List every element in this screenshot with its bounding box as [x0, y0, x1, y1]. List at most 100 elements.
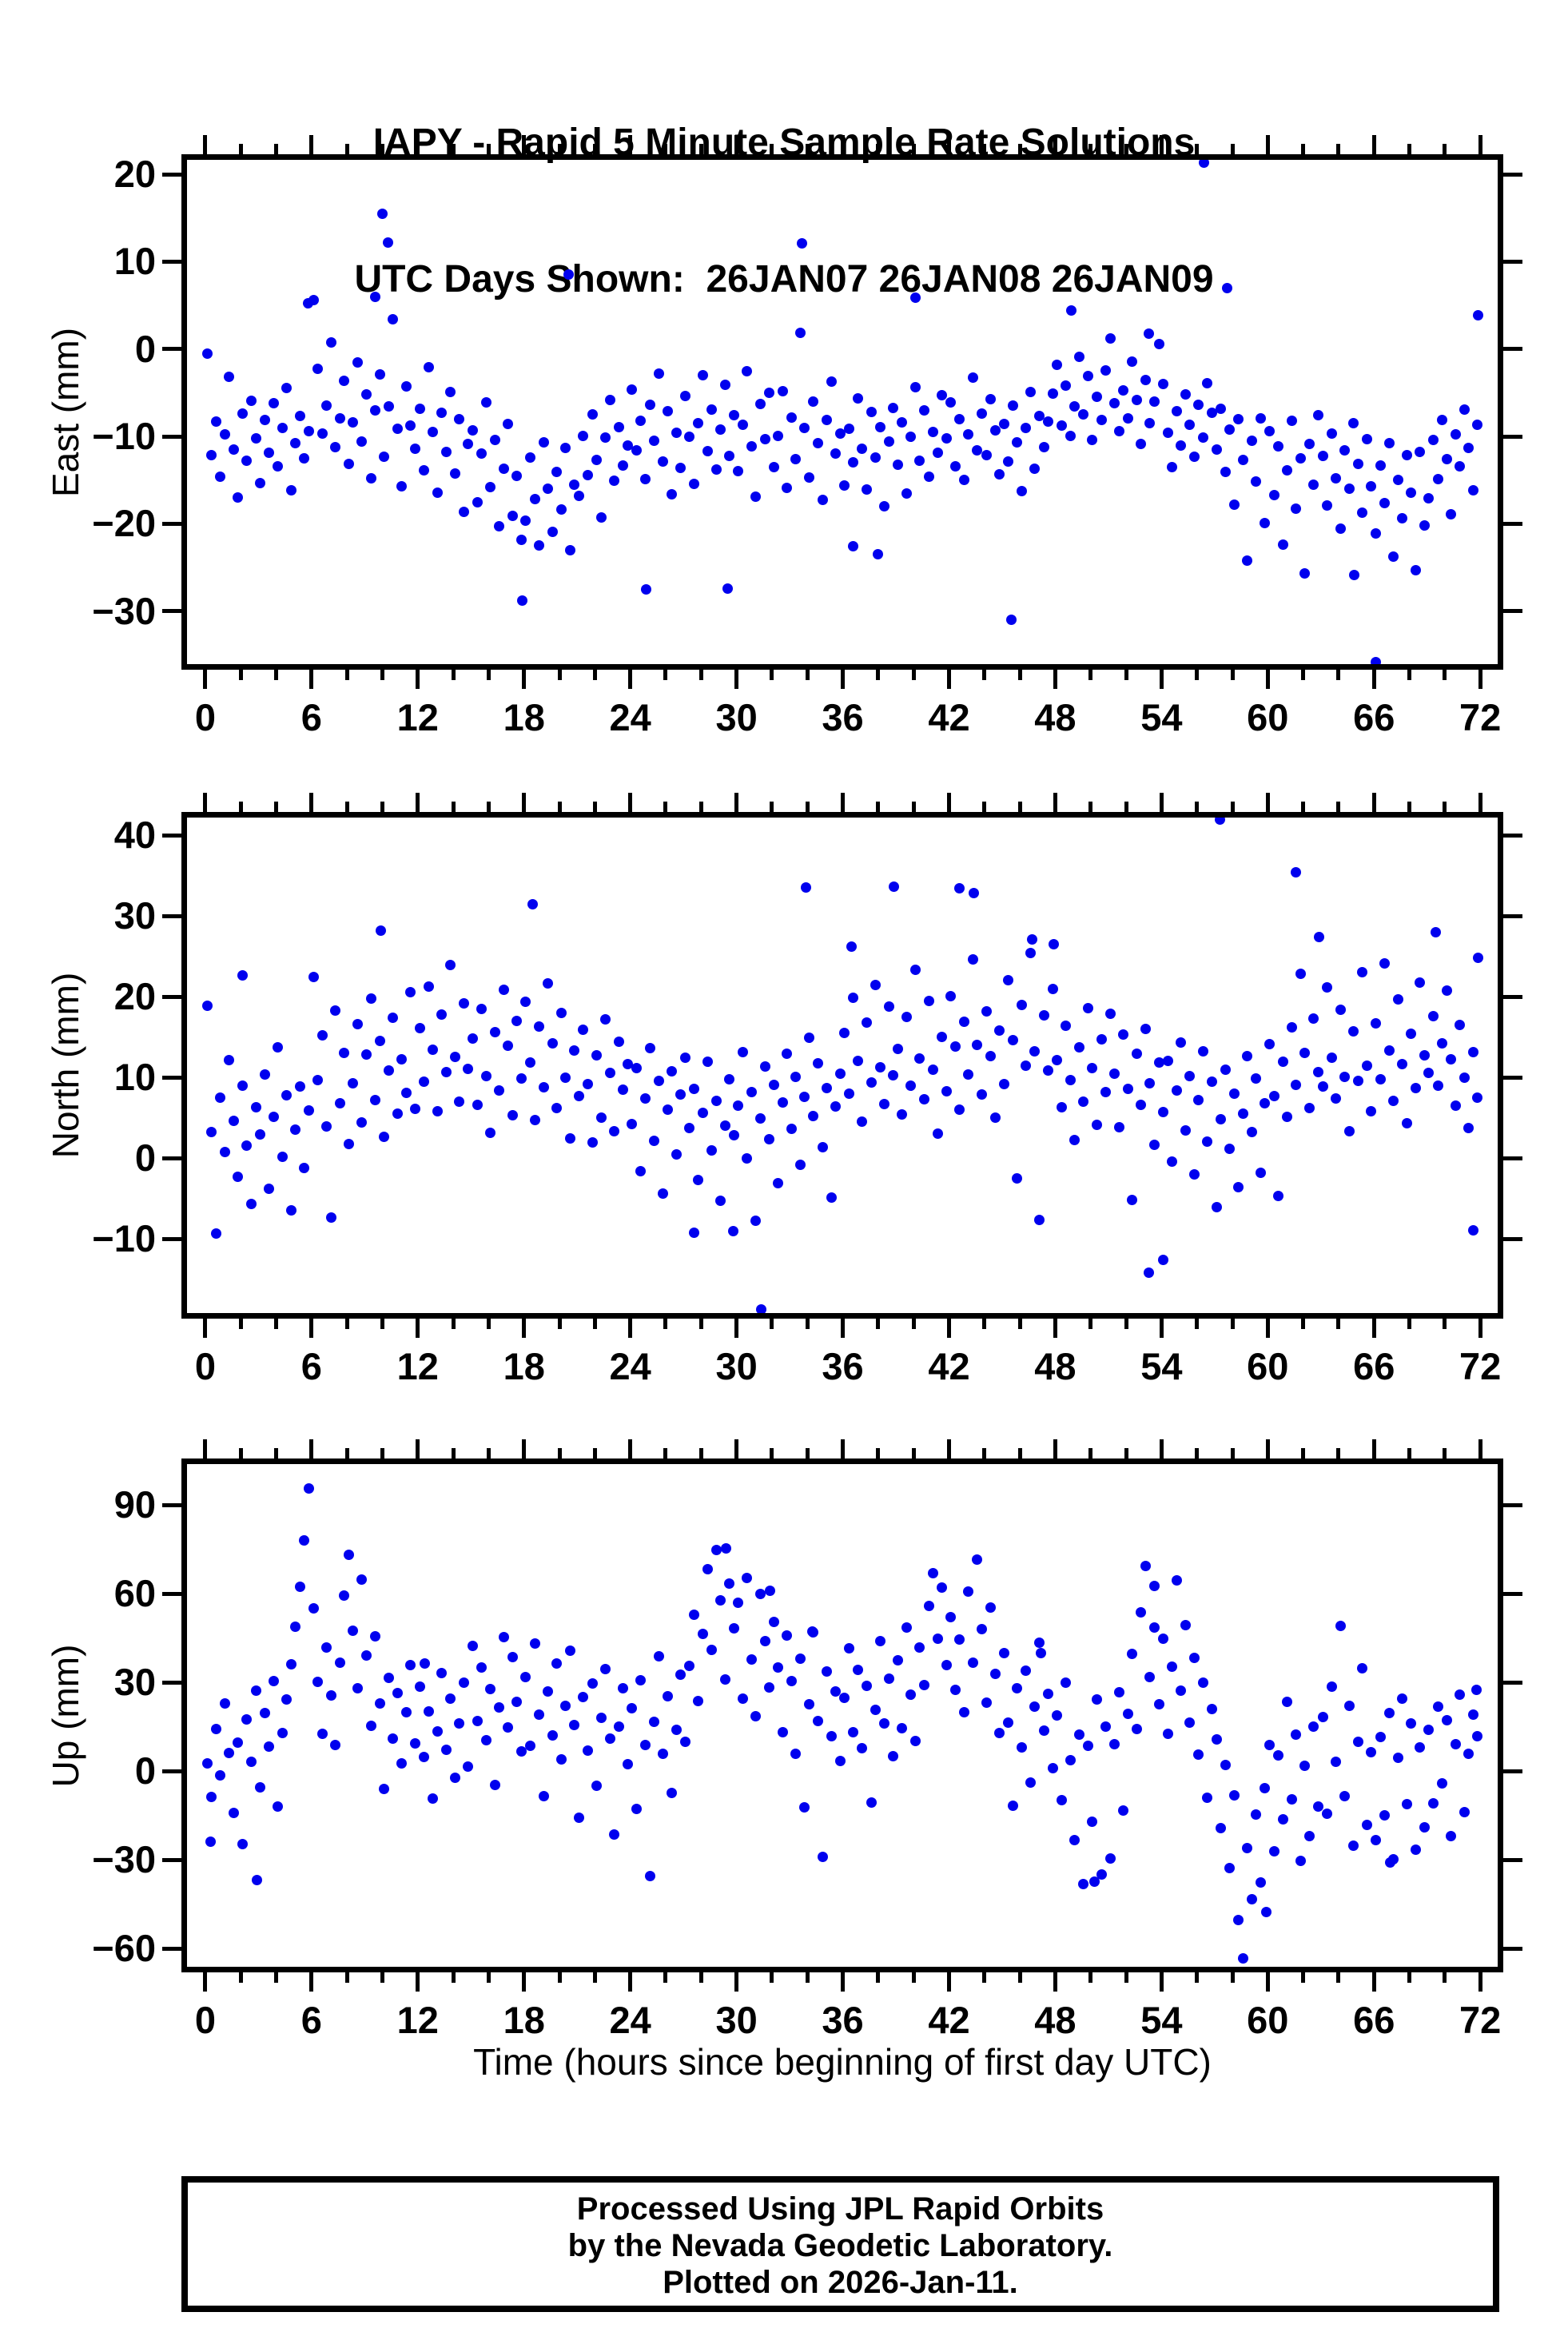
data-point: [1149, 396, 1160, 407]
data-point: [649, 436, 660, 447]
data-point: [1065, 1755, 1076, 1766]
data-point: [1291, 1079, 1302, 1090]
data-point: [1118, 384, 1129, 396]
x-minor-tick: [380, 144, 384, 154]
data-point: [1427, 1010, 1439, 1021]
data-point: [963, 1586, 974, 1597]
data-point: [1423, 1067, 1435, 1078]
y-major-tick: [1503, 1857, 1522, 1862]
data-point: [573, 490, 584, 501]
data-point: [1331, 1756, 1342, 1767]
x-minor-tick: [1124, 1972, 1128, 1983]
x-major-tick: [1371, 793, 1376, 812]
x-minor-tick: [1230, 670, 1235, 680]
data-point: [777, 385, 788, 396]
x-minor-tick: [805, 1319, 810, 1329]
data-point: [1144, 328, 1155, 339]
x-minor-tick: [238, 1972, 243, 1983]
data-point: [527, 898, 539, 909]
data-point: [635, 1674, 647, 1685]
east-axis-title: East (mm): [45, 327, 86, 497]
data-point: [817, 1852, 828, 1863]
data-point: [1463, 1123, 1474, 1134]
data-point: [1012, 437, 1023, 448]
x-major-tick: [734, 670, 739, 689]
x-tick-label: 30: [715, 1999, 758, 2041]
x-minor-tick: [1124, 144, 1128, 154]
x-minor-tick: [698, 144, 703, 154]
data-point: [1352, 458, 1363, 469]
data-point: [622, 1759, 633, 1770]
data-point: [1348, 1840, 1359, 1851]
data-point: [839, 1693, 850, 1704]
x-minor-tick: [876, 670, 881, 680]
data-point: [1277, 1057, 1288, 1068]
data-point: [653, 1650, 664, 1661]
data-point: [967, 372, 978, 384]
data-point: [688, 1610, 699, 1621]
data-point: [839, 1028, 850, 1039]
x-minor-tick: [1407, 802, 1412, 812]
data-point: [396, 1757, 408, 1769]
data-point: [1052, 1055, 1063, 1066]
data-point: [299, 1162, 310, 1173]
data-point: [1047, 983, 1058, 994]
data-point: [1224, 424, 1236, 435]
y-major-tick: [1503, 1502, 1522, 1507]
data-point: [325, 1689, 336, 1701]
x-minor-tick: [1230, 144, 1235, 154]
data-point: [1153, 1698, 1164, 1709]
data-point: [511, 1696, 523, 1707]
data-point: [1401, 449, 1412, 460]
data-point: [1308, 479, 1319, 490]
data-point: [1322, 499, 1333, 511]
data-point: [1392, 475, 1403, 486]
y-major-tick: [162, 1769, 181, 1773]
data-point: [715, 424, 726, 435]
data-point: [901, 1011, 912, 1022]
data-point: [958, 475, 969, 486]
data-point: [1056, 420, 1067, 432]
data-point: [1352, 1737, 1363, 1748]
data-point: [538, 1081, 549, 1092]
x-tick-label: 30: [715, 696, 758, 738]
data-point: [1251, 476, 1262, 487]
data-point: [1073, 1729, 1084, 1740]
data-point: [383, 401, 394, 412]
data-point: [1038, 1009, 1049, 1021]
data-point: [379, 1784, 390, 1795]
data-point: [1113, 1122, 1124, 1133]
east-dot-layer: [181, 154, 1503, 670]
data-point: [392, 1687, 403, 1698]
data-point: [1233, 1181, 1244, 1192]
data-point: [1233, 1915, 1244, 1926]
data-point: [1343, 484, 1355, 495]
x-major-tick: [1478, 1972, 1482, 1992]
data-point: [702, 1057, 713, 1068]
data-point: [538, 437, 549, 448]
data-point: [1007, 400, 1018, 412]
data-point: [1140, 1560, 1151, 1571]
x-major-tick: [734, 1319, 739, 1338]
data-point: [1299, 1761, 1311, 1772]
x-tick-label: 54: [1140, 1345, 1183, 1387]
data-point: [472, 496, 483, 507]
data-point: [1366, 1746, 1377, 1757]
data-point: [755, 1113, 766, 1124]
data-point: [693, 1174, 704, 1185]
data-point: [733, 1100, 744, 1111]
data-point: [1136, 439, 1147, 450]
data-point: [1043, 1688, 1054, 1699]
x-minor-tick: [911, 144, 916, 154]
data-point: [981, 1005, 992, 1017]
data-point: [1392, 993, 1403, 1005]
east-plot-frame: [181, 154, 1503, 670]
data-point: [382, 237, 393, 248]
x-minor-tick: [274, 1319, 279, 1329]
data-point: [901, 487, 912, 499]
data-point: [1432, 474, 1443, 485]
data-point: [1273, 1191, 1284, 1202]
data-point: [604, 1733, 615, 1745]
x-tick-label: 66: [1353, 1999, 1395, 2041]
data-point: [1370, 527, 1381, 539]
